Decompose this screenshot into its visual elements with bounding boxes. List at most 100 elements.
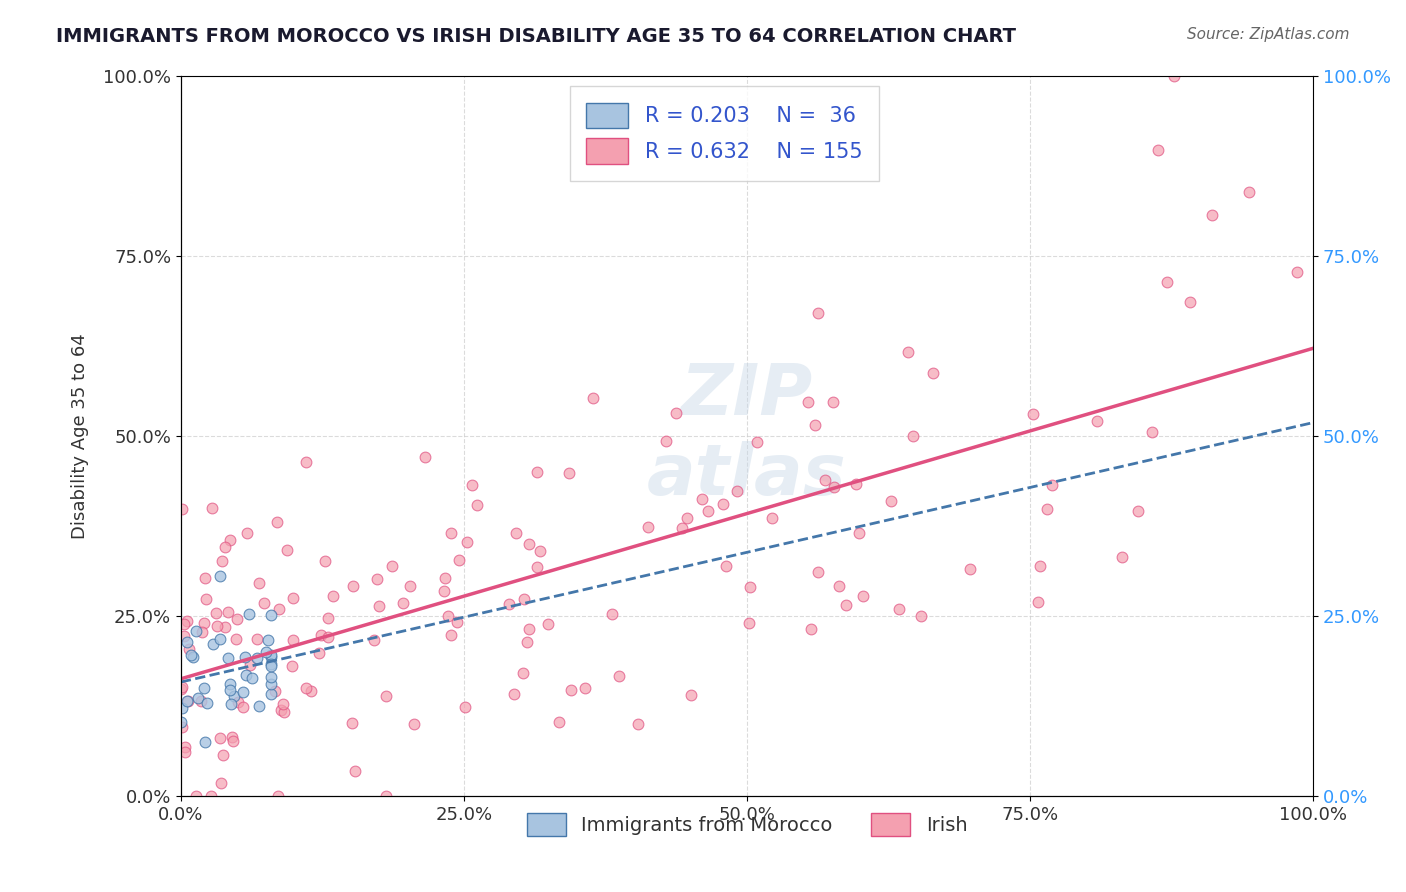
Point [299,684,322,698]
Point [745,435,768,450]
Point [309,628,332,642]
Point [232,685,254,699]
Point [852,589,875,603]
Point [1035,501,1057,516]
Point [1085,414,1108,428]
Point [679,688,702,702]
Point [316,611,339,625]
Point [503,687,526,701]
Point [219,697,242,711]
Point [214,540,236,554]
Point [804,417,827,432]
Point [247,576,270,591]
Point [600,607,623,621]
Point [740,580,762,594]
Point [1201,208,1223,222]
Point [193,616,215,631]
Point [446,615,468,629]
Point [205,619,228,633]
Point [440,628,463,642]
Point [249,698,271,713]
Point [456,534,478,549]
Point [498,598,520,612]
Point [460,478,482,492]
Point [221,730,243,744]
Point [190,694,212,708]
Point [218,676,240,690]
Point [582,391,605,405]
Legend: Immigrants from Morocco, Irish: Immigrants from Morocco, Irish [519,805,976,844]
Point [437,609,460,624]
Point [263,683,285,698]
Point [266,516,288,530]
Point [367,599,389,613]
Text: IMMIGRANTS FROM MOROCCO VS IRISH DISABILITY AGE 35 TO 64 CORRELATION CHART: IMMIGRANTS FROM MOROCCO VS IRISH DISABIL… [56,27,1017,45]
Point [381,558,404,573]
Point [204,606,226,620]
Point [655,434,678,449]
Point [343,764,366,778]
Point [526,560,548,574]
Point [214,619,236,633]
Point [1026,595,1049,609]
Point [183,649,205,664]
Point [1040,478,1063,492]
Point [901,429,924,443]
Point [208,632,231,646]
Point [187,690,209,705]
Point [193,681,215,695]
Point [526,466,548,480]
Point [308,646,330,660]
Point [807,306,830,320]
Point [560,683,582,698]
Point [627,716,650,731]
Point [176,614,198,628]
Point [800,622,823,636]
Point [1029,559,1052,574]
Point [260,687,283,701]
Point [239,657,262,672]
Point [246,632,269,647]
Point [260,607,283,622]
Point [218,682,240,697]
Point [433,584,456,599]
Point [1022,407,1045,421]
Point [513,591,536,606]
Point [558,467,581,481]
Point [276,542,298,557]
Point [374,789,396,803]
Point [574,681,596,695]
Text: Source: ZipAtlas.com: Source: ZipAtlas.com [1187,27,1350,42]
Point [922,366,945,380]
Point [807,565,830,579]
Point [180,648,202,663]
Point [177,694,200,708]
Point [295,455,318,469]
Point [273,697,295,711]
Point [194,571,217,585]
Point [366,572,388,586]
Y-axis label: Disability Age 35 to 64: Disability Age 35 to 64 [72,333,89,539]
Point [235,667,257,681]
Point [281,632,304,647]
Point [225,632,247,646]
Point [505,526,527,541]
Point [273,706,295,720]
Point [270,703,292,717]
Point [254,645,277,659]
Point [267,602,290,616]
Point [675,511,697,525]
Point [880,493,903,508]
Point [517,537,540,551]
Point [170,501,193,516]
Point [848,526,870,541]
Point [217,651,239,665]
Point [314,553,336,567]
Point [191,624,214,639]
Point [548,715,571,730]
Point [195,697,218,711]
Point [233,650,256,665]
Point [889,602,911,616]
Point [392,596,415,610]
Point [1126,504,1149,518]
